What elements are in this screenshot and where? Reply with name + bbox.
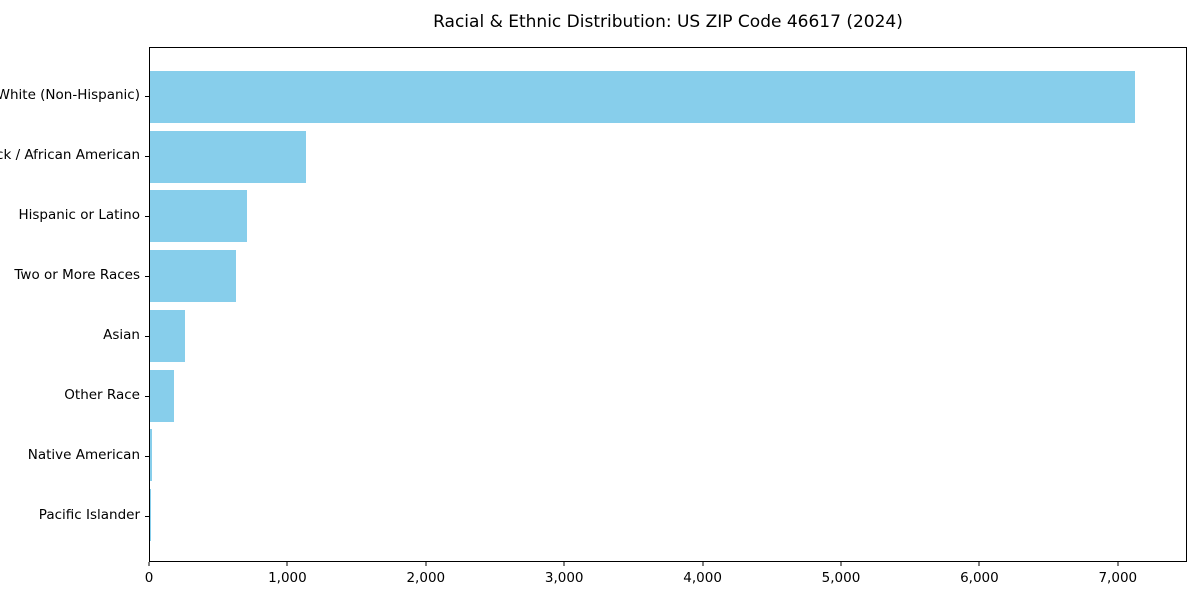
bar-other-race: [150, 369, 175, 422]
bars-container: [150, 48, 1186, 561]
bar-hispanic-or-latino: [150, 190, 247, 243]
y-tick-mark: [145, 156, 149, 157]
x-tick-label: 0: [144, 570, 154, 586]
y-tick-mark: [145, 276, 149, 277]
bar-row: [150, 246, 1186, 306]
x-tick-label: 6,000: [960, 570, 999, 586]
x-tick-mark: [563, 562, 565, 566]
y-tick-label: Black / African American: [0, 147, 140, 164]
bar-native-american: [150, 429, 153, 482]
y-tick-mark: [145, 216, 149, 217]
bar-row: [150, 67, 1186, 127]
y-tick-mark: [145, 96, 149, 97]
bar-pacific-islander: [150, 489, 151, 542]
x-tick-label: 7,000: [1098, 570, 1138, 586]
x-tick-label: 2,000: [406, 570, 446, 586]
bar-asian: [150, 309, 185, 362]
bar-row: [150, 426, 1186, 486]
x-tick-mark: [702, 562, 704, 566]
x-tick-mark: [978, 562, 980, 566]
bar-black-african-american: [150, 130, 307, 183]
bar-white-non-hispanic: [150, 70, 1135, 123]
y-tick-label: Pacific Islander: [38, 507, 140, 524]
y-tick-label: Two or More Races: [14, 267, 140, 284]
bar-row: [150, 366, 1186, 426]
y-axis: White (Non-Hispanic) Black / African Ame…: [0, 47, 149, 562]
x-tick-mark: [425, 562, 427, 566]
x-tick-mark: [1117, 562, 1119, 566]
x-tick-mark: [840, 562, 842, 566]
y-axis-row: Other Race: [0, 366, 149, 426]
plot-area: [149, 47, 1187, 562]
y-tick-mark: [145, 456, 149, 457]
y-axis-row: Asian: [0, 306, 149, 366]
y-axis-row: Native American: [0, 426, 149, 486]
y-axis-row: Hispanic or Latino: [0, 186, 149, 246]
x-tick-label: 3,000: [544, 570, 584, 586]
y-axis-row: Two or More Races: [0, 246, 149, 306]
bar-row: [150, 187, 1186, 247]
y-tick-label: Hispanic or Latino: [18, 207, 140, 224]
y-tick-label: White (Non-Hispanic): [0, 87, 140, 104]
x-tick-label: 5,000: [821, 570, 861, 586]
y-tick-mark: [145, 336, 149, 337]
y-tick-label: Native American: [27, 447, 140, 464]
chart-title: Racial & Ethnic Distribution: US ZIP Cod…: [433, 12, 903, 32]
y-tick-mark: [145, 516, 149, 517]
y-tick-label: Other Race: [64, 387, 140, 404]
y-axis-row: White (Non-Hispanic): [0, 66, 149, 126]
x-axis: 0 1,000 2,000 3,000 4,000 5,000 6,000 7,…: [145, 562, 1187, 594]
y-axis-row: Pacific Islander: [0, 486, 149, 546]
x-tick-label: 4,000: [683, 570, 722, 586]
bar-row: [150, 306, 1186, 366]
bar-row: [150, 127, 1186, 187]
x-tick-mark: [148, 562, 150, 566]
x-tick-label: 1,000: [268, 570, 307, 586]
x-tick-mark: [286, 562, 288, 566]
y-axis-row: Black / African American: [0, 126, 149, 186]
bar-row: [150, 485, 1186, 545]
bar-two-or-more-races: [150, 250, 236, 303]
y-tick-mark: [145, 396, 149, 397]
y-tick-label: Asian: [103, 327, 140, 344]
